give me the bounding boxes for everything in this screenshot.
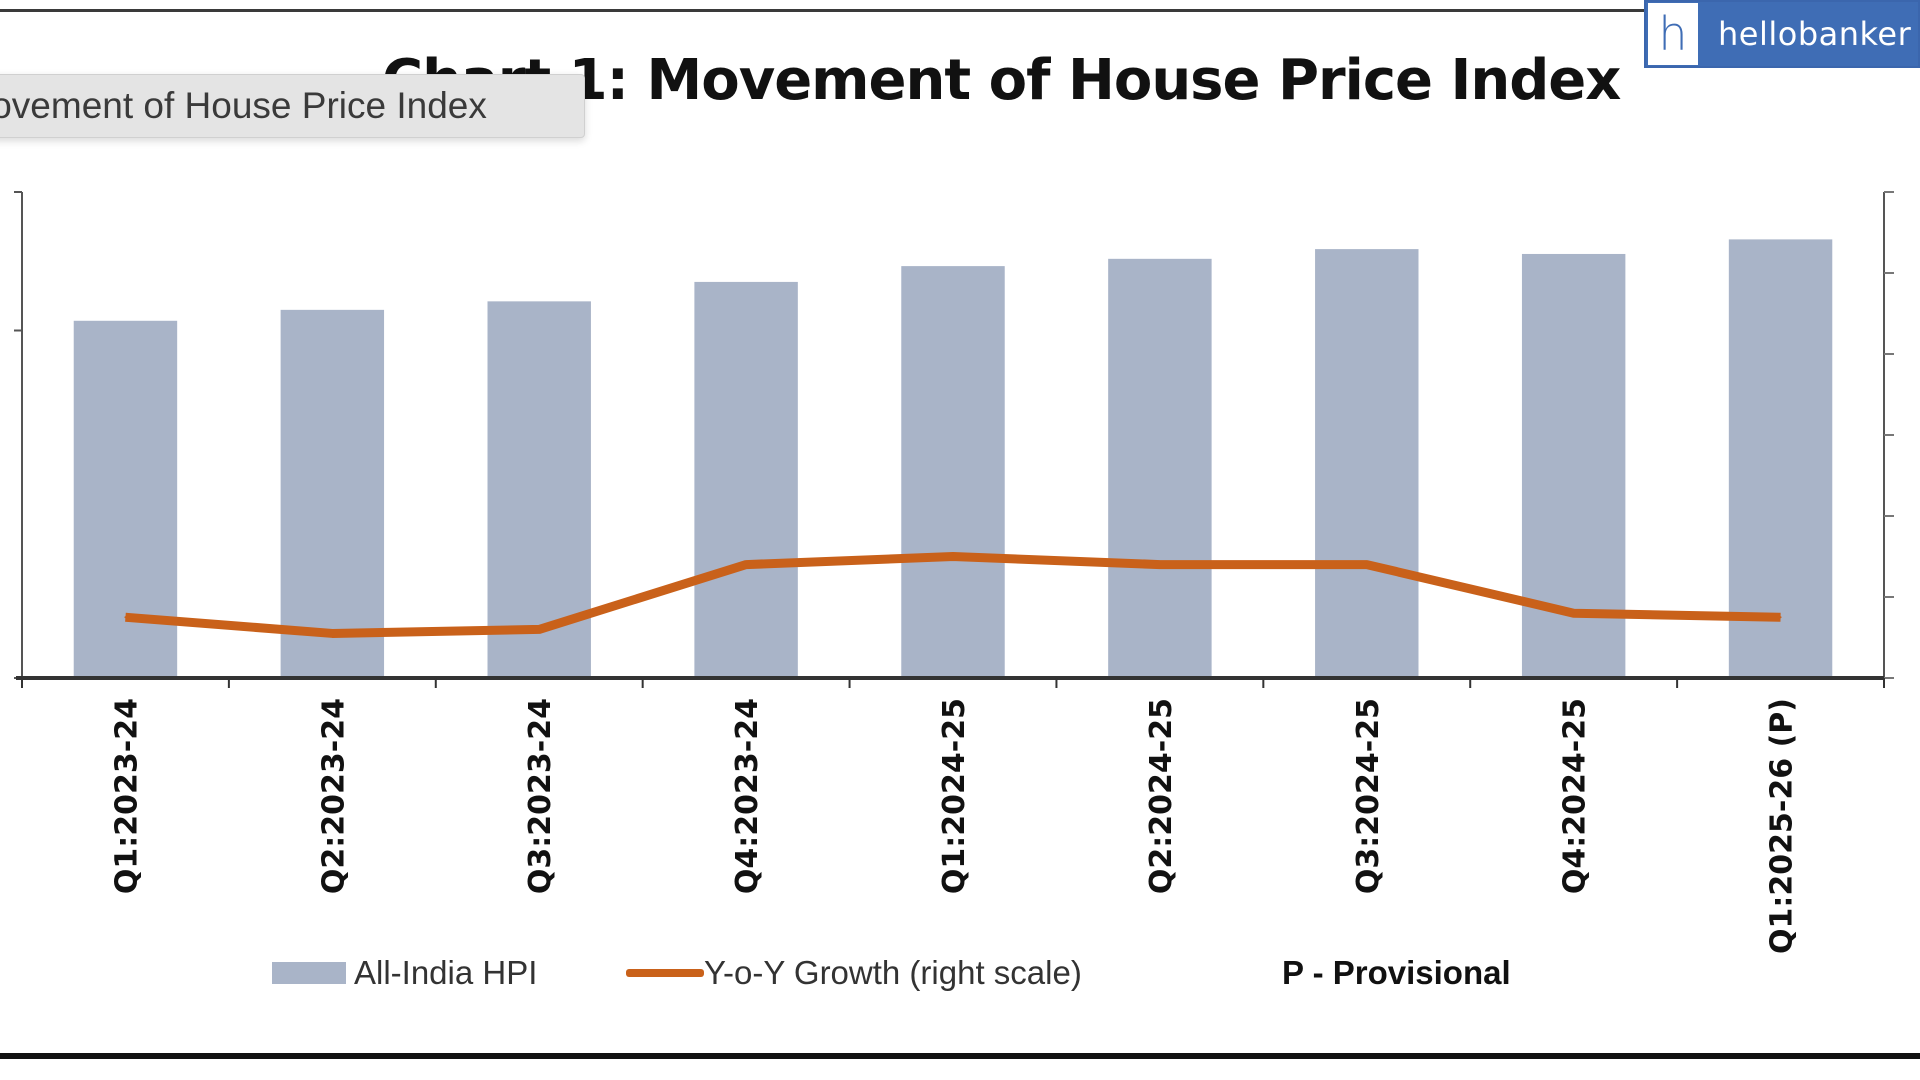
bar-5 [901,266,1005,678]
x-tick-label-8: Q4:2024-25 [1558,698,1593,894]
line-series [124,552,1782,638]
bar-7 [1315,249,1419,679]
x-tick-label-1: Q1:2023-24 [109,698,144,894]
legend-swatch-line [626,969,704,977]
yoy-point-5 [952,555,954,558]
x-tick-label-5: Q1:2024-25 [937,698,972,894]
bar-6 [1108,258,1212,678]
legend-swatch-bar [272,962,346,984]
chart-title: Chart 1: Movement of House Price Index [382,48,1621,113]
bottom-rule [0,1053,1920,1059]
legend-item-hpi: All-India HPI [272,954,537,992]
yoy-point-3 [538,628,541,631]
x-tick-label-7: Q3:2024-25 [1351,698,1386,894]
x-tick-label-3: Q3:2023-24 [523,698,558,894]
yoy-point-9 [1779,616,1782,619]
hellobanker-logo[interactable]: h hellobanker [1644,0,1920,68]
x-tick-label-6: Q2:2024-25 [1144,698,1179,894]
legend-label-yoy: Y-o-Y Growth (right scale) [704,954,1082,991]
top-rule [0,9,1650,12]
x-tick-labels: Q1:2023-24 Q2:2023-24 Q3:2023-24 Q4:2023-24… [109,698,1799,954]
yoy-point-6 [1158,563,1161,566]
yoy-point-1 [124,616,127,619]
bar-9 [1728,239,1833,678]
legend-label-hpi: All-India HPI [354,954,538,991]
yoy-point-7 [1365,563,1368,566]
x-tick-label-4: Q4:2023-24 [730,698,765,894]
logo-text: hellobanker [1718,15,1912,53]
yoy-point-4 [745,563,748,566]
x-tick-label-9: Q1:2025-26 (P) [1765,698,1800,954]
tooltip: lovement of House Price Index [0,74,585,138]
x-tick-label-2: Q2:2023-24 [316,698,351,894]
hpi-chart: Q1:2023-24 Q2:2023-24 Q3:2023-24 Q4:2023-24… [14,191,1894,954]
provisional-note: P - Provisional [1282,954,1511,991]
bar-2 [280,309,385,678]
bar-4 [694,281,798,678]
axes [14,191,1894,688]
legend: All-India HPI Y-o-Y Growth (right scale) [0,948,1920,998]
bar-series [73,239,1833,679]
yoy-point-2 [331,632,334,635]
logo-h-icon: h [1648,3,1698,65]
legend-item-yoy: Y-o-Y Growth (right scale) [626,954,1082,992]
yoy-point-8 [1572,612,1575,615]
